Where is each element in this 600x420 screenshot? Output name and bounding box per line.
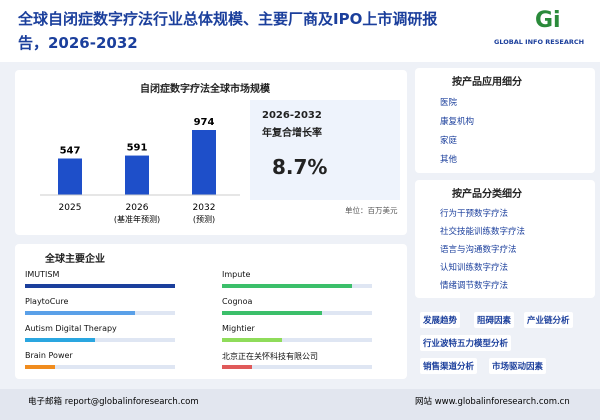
product-item: 行为干预数字疗法 <box>440 209 509 219</box>
bar <box>192 130 216 195</box>
website: 网站 www.globalinforesearch.com.cn <box>415 397 570 407</box>
chart-title: 自闭症数字疗法全球市场规模 <box>140 84 270 95</box>
company-bar <box>222 338 282 342</box>
logo-text: GLOBAL INFO RESEARCH <box>494 38 585 46</box>
company-name: Brain Power <box>25 351 73 360</box>
value-label: 547 <box>60 145 81 156</box>
unit: 单位：百万美元 <box>345 206 398 215</box>
application-item: 家庭 <box>440 136 458 146</box>
tag: 行业波特五力模型分析 <box>420 335 512 351</box>
tag: 市场驱动因素 <box>489 358 547 374</box>
product-item: 社交技能训练数字疗法 <box>440 227 526 237</box>
company-track <box>25 338 175 342</box>
value-label: 591 <box>127 143 148 154</box>
companies-title: 全球主要企业 <box>45 254 105 265</box>
company-track <box>25 365 175 369</box>
cagr-box <box>250 100 400 200</box>
title: 告，2026-2032 <box>18 34 138 52</box>
x-sublabel: (基准年预测) <box>114 214 160 224</box>
cagr-value: 8.7% <box>272 155 328 179</box>
product-item: 语言与沟通数字疗法 <box>440 245 517 255</box>
company-name: IMUTISM <box>25 270 60 279</box>
company-name: 北京正在关怀科技有限公司 <box>222 352 318 361</box>
company-bar <box>222 284 352 288</box>
x-label: 2026 <box>126 203 149 213</box>
bar-chart: 547 2025 591 2026(基准年预测) 974 2032(预测) <box>40 117 240 224</box>
tag: 阻碍因素 <box>474 312 515 328</box>
company-bar <box>25 338 95 342</box>
bar <box>125 155 149 195</box>
company-name: Mightier <box>222 324 255 333</box>
product-panel <box>415 180 595 298</box>
company-bar <box>222 365 252 369</box>
company-name: Autism Digital Therapy <box>25 324 117 333</box>
company-track <box>222 365 372 369</box>
product-item: 情绪调节数字疗法 <box>440 281 509 291</box>
tag: 销售渠道分析 <box>420 358 478 374</box>
title: 全球自闭症数字疗法行业总体规模、主要厂商及IPO上市调研报 <box>18 10 438 28</box>
company-name: Cognoa <box>222 297 253 306</box>
product-title: 按产品分类细分 <box>452 189 522 200</box>
bar <box>58 158 82 195</box>
email: 电子邮箱 report@globalinforesearch.com <box>28 397 199 407</box>
logo-mark: Gi <box>535 8 561 33</box>
x-sublabel: (预测) <box>193 214 215 224</box>
cagr-label: 年复合增长率 <box>262 128 322 139</box>
application-item: 其他 <box>440 155 458 165</box>
application-item: 康复机构 <box>440 117 475 127</box>
product-item: 认知训练数字疗法 <box>440 263 509 273</box>
company-bar <box>25 284 175 288</box>
header-bg <box>0 0 600 62</box>
company-bar <box>222 311 322 315</box>
company-name: Impute <box>222 270 251 279</box>
application-item: 医院 <box>440 98 458 108</box>
tag: 发展趋势 <box>420 312 461 328</box>
tag: 产业链分析 <box>524 312 573 328</box>
x-label: 2032 <box>193 203 216 213</box>
value-label: 974 <box>194 117 215 128</box>
cagr-period: 2026-2032 <box>262 110 322 121</box>
x-label: 2025 <box>59 203 82 213</box>
company-track <box>222 338 372 342</box>
company-bar <box>25 311 135 315</box>
company-name: PlaytoCure <box>25 297 69 306</box>
application-title: 按产品应用细分 <box>452 77 522 88</box>
company-bar <box>25 365 55 369</box>
application-panel <box>415 68 595 173</box>
footer-bg <box>0 389 600 420</box>
